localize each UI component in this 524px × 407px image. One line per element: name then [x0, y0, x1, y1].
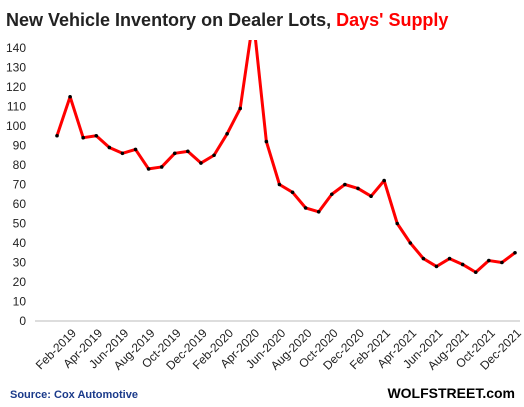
point [264, 139, 269, 144]
point [172, 151, 177, 156]
point [159, 165, 164, 169]
point [330, 192, 334, 197]
y-tick-label: 80 [13, 158, 27, 172]
point [277, 182, 282, 187]
y-tick-label: 110 [7, 100, 26, 114]
source: Source: Cox Automotive [10, 389, 138, 401]
point [513, 250, 517, 255]
point [186, 149, 190, 154]
point [356, 186, 360, 191]
y-tick-label: 20 [13, 275, 27, 289]
y-tick-label: 100 [6, 119, 26, 133]
point [460, 262, 465, 267]
y-tick-label: 140 [6, 41, 26, 55]
y-tick-label: 130 [6, 61, 26, 75]
y-tick-label: 0 [19, 314, 26, 328]
point [146, 167, 151, 171]
point [369, 194, 373, 198]
point [290, 190, 295, 195]
y-tick-label: 10 [13, 295, 27, 309]
point [55, 133, 59, 138]
point [500, 260, 504, 265]
point [107, 145, 112, 150]
y-tick-label: 120 [6, 80, 26, 94]
y-tick-label: 50 [13, 217, 27, 231]
y-tick-label: 90 [13, 139, 27, 153]
point [447, 256, 452, 261]
point [120, 151, 125, 156]
point [133, 147, 138, 152]
y-tick-label: 60 [13, 197, 27, 211]
point [343, 182, 347, 187]
plot [55, 40, 517, 275]
point [473, 270, 478, 275]
line [55, 40, 516, 274]
point [487, 258, 491, 263]
title-main: New Vehicle Inventory on Dealer Lots, [6, 10, 331, 30]
y-tick-label: 40 [13, 236, 27, 250]
point [238, 106, 242, 111]
y-tick-label: 30 [13, 256, 27, 270]
y-tick-label: 70 [13, 178, 27, 192]
point [395, 221, 400, 226]
point [199, 161, 203, 165]
point [225, 132, 229, 136]
point [81, 135, 85, 140]
point [94, 133, 99, 138]
point [408, 241, 413, 245]
chart-title: New Vehicle Inventory on Dealer Lots, Da… [6, 10, 448, 30]
credit: WOLFSTREET.com [387, 385, 515, 401]
point [421, 256, 426, 261]
point [303, 206, 308, 210]
point [212, 153, 216, 158]
point [68, 94, 72, 99]
point [382, 178, 386, 183]
point [316, 210, 321, 214]
title-highlight: Days' Supply [336, 10, 448, 30]
point [434, 264, 439, 269]
